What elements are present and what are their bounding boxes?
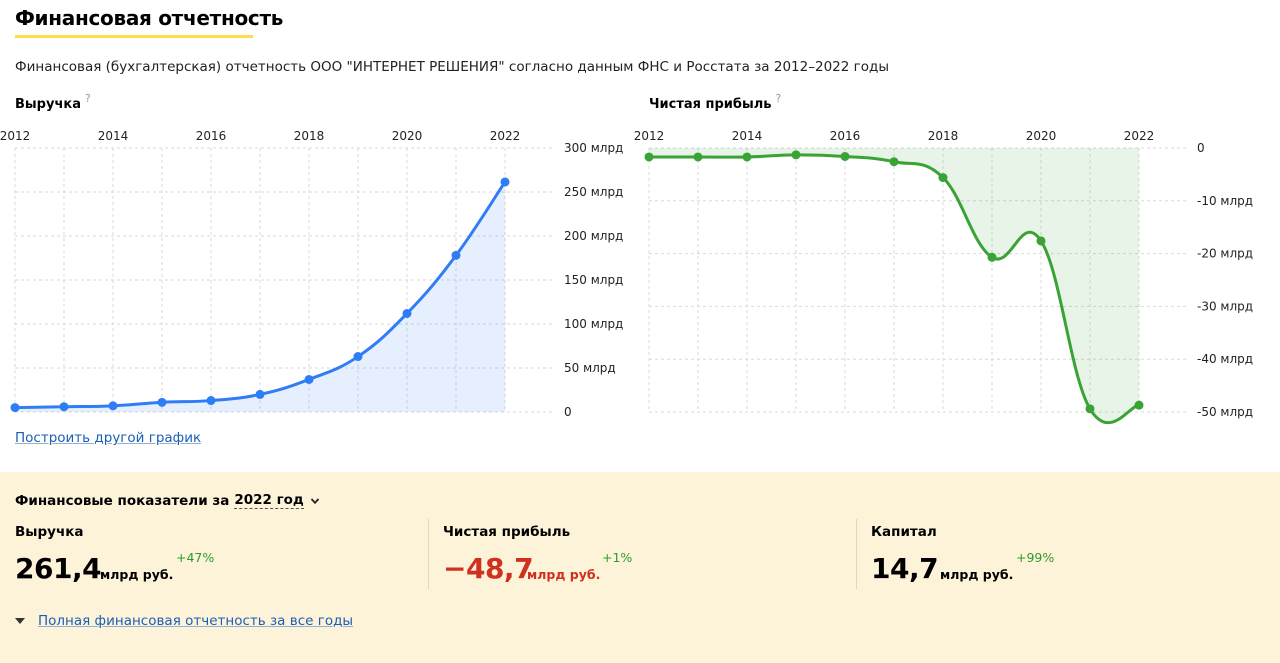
y-tick-label: 200 млрд [564,229,623,243]
series-area [15,181,505,412]
x-tick-label: 2016 [196,129,227,143]
x-tick-label: 2020 [1026,129,1057,143]
x-tick-label: 2012 [0,129,30,143]
data-point [353,352,363,362]
x-tick-label: 2014 [98,129,129,143]
data-point [10,403,20,413]
panel-heading-text: Финансовые показатели за [15,492,230,509]
divider [856,519,857,589]
series-area [649,148,1139,423]
profit-chart-title: Чистая прибыль [649,97,772,112]
data-point [840,151,850,161]
y-tick-label: 150 млрд [564,273,623,287]
profit-chart-label: Чистая прибыль? [649,92,781,112]
revenue-chart-label: Выручка? [15,92,91,112]
full-report-link[interactable]: Полная финансовая отчетность за все годы [38,613,354,629]
data-point [938,173,948,183]
y-tick-label: 50 млрд [564,361,616,375]
data-point [1134,400,1144,410]
x-tick-label: 2014 [732,129,763,143]
data-point [791,150,801,160]
x-tick-label: 2018 [928,129,959,143]
y-tick-label: 250 млрд [564,185,623,199]
x-tick-label: 2022 [1124,129,1155,143]
y-tick-label: -20 млрд [1197,247,1253,261]
metric-change: +47% [176,550,215,565]
panel-heading: Финансовые показатели за 2022 год [15,492,320,509]
metric-change: +1% [602,550,633,565]
financial-indicators-panel: Финансовые показатели за 2022 год Выручк… [0,472,1280,663]
metric-unit: млрд руб. [940,567,1014,582]
data-point [987,252,997,262]
metric-label: Чистая прибыль [443,524,571,540]
page-title: Финансовая отчетность [15,6,284,30]
full-report-toggle[interactable]: Полная финансовая отчетность за все годы [15,613,353,629]
metric-value: −48,7 [443,552,534,585]
x-tick-label: 2012 [634,129,665,143]
y-tick-label: 100 млрд [564,317,623,331]
data-point [255,389,265,399]
y-tick-label: -50 млрд [1197,405,1253,419]
metric-revenue: Выручка 261,4 млрд руб. +47% [15,524,214,585]
metric-value: 14,7 [871,552,939,585]
data-point [1036,236,1046,246]
data-point [889,157,899,167]
page-subtitle: Финансовая (бухгалтерская) отчетность ОО… [15,59,889,75]
x-tick-label: 2016 [830,129,861,143]
data-point [59,402,69,412]
metric-unit: млрд руб. [100,567,174,582]
data-point [451,250,461,260]
data-point [693,152,703,162]
series-line [14,181,507,410]
x-tick-label: 2022 [490,129,521,143]
profit-chart: 0 -10 млрд -20 млрд -30 млрд -40 млрд -50 млр… [634,129,1253,425]
metric-unit: млрд руб. [527,567,601,582]
data-point [304,374,314,384]
data-point [157,397,167,407]
data-point [1085,404,1095,414]
revenue-chart: 300 млрд 250 млрд 200 млрд 150 млрд 100 млрд… [0,129,623,419]
x-tick-label: 2020 [392,129,423,143]
metric-label: Выручка [15,524,84,540]
divider [428,519,429,589]
x-tick-label: 2018 [294,129,325,143]
y-tick-label: 300 млрд [564,141,623,155]
profit-help-icon[interactable]: ? [775,92,782,105]
chevron-down-icon[interactable] [310,496,320,506]
metric-change: +99% [1016,550,1055,565]
y-tick-label: -40 млрд [1197,352,1253,366]
revenue-help-icon[interactable]: ? [84,92,91,105]
y-tick-label: 0 [1197,141,1205,155]
title-underline [15,35,253,38]
metric-capital: Капитал 14,7 млрд руб. +99% [871,524,1054,585]
metric-net-profit: Чистая прибыль −48,7 млрд руб. +1% [443,524,632,585]
data-point [206,396,216,406]
data-point [644,152,654,162]
y-tick-label: -10 млрд [1197,194,1253,208]
triangle-down-icon [15,618,25,624]
metric-value: 261,4 [15,552,102,585]
y-tick-label: -30 млрд [1197,299,1253,313]
build-other-chart-link[interactable]: Построить другой график [15,430,202,446]
data-point [742,152,752,162]
data-point [500,177,510,187]
data-point [402,308,412,318]
data-point [108,401,118,411]
revenue-chart-title: Выручка [15,97,81,112]
year-selector[interactable]: 2022 год [234,492,304,509]
metric-label: Капитал [871,524,937,540]
y-tick-label: 0 [564,405,572,419]
